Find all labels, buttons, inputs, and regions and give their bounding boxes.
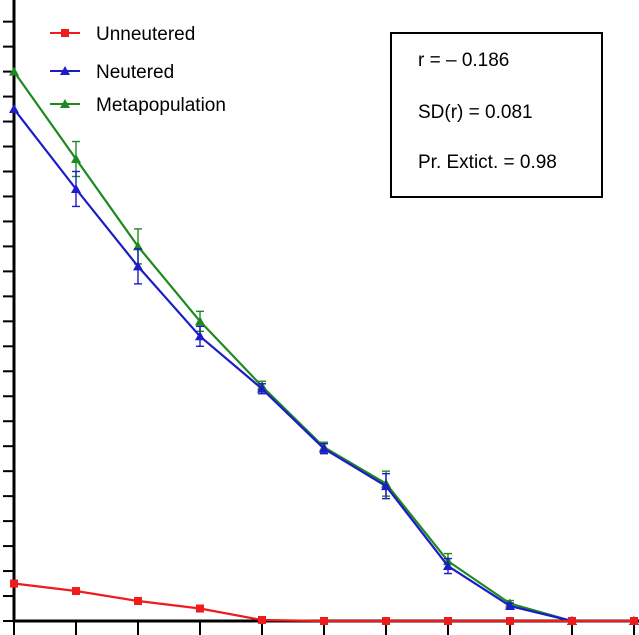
legend: Unneutered Neutered Metapopulation — [50, 24, 226, 116]
data-point — [10, 579, 18, 588]
data-point — [133, 241, 143, 251]
data-point — [506, 617, 514, 625]
data-point — [195, 316, 205, 326]
data-point — [505, 601, 515, 611]
data-point — [195, 331, 205, 341]
data-point — [257, 383, 267, 393]
legend-marker-unneutered — [61, 29, 69, 37]
stat-sd-r: SD(r) = 0.081 — [418, 102, 533, 123]
data-point — [443, 561, 453, 571]
stat-r: r = – 0.186 — [418, 50, 509, 71]
data-point — [320, 617, 328, 625]
data-point — [9, 66, 19, 76]
data-point — [134, 597, 142, 606]
legend-label-metapopulation: Metapopulation — [96, 95, 226, 116]
legend-marker-neutered — [60, 66, 70, 75]
data-point — [196, 604, 204, 613]
series-unneutered — [10, 579, 638, 625]
data-point — [444, 617, 452, 625]
data-point — [568, 617, 576, 625]
data-point — [630, 617, 638, 625]
stats-box: r = – 0.186 SD(r) = 0.081 Pr. Extict. = … — [390, 32, 603, 198]
stat-pr-extinct: Pr. Extict. = 0.98 — [418, 152, 557, 173]
data-point — [71, 154, 81, 164]
legend-label-unneutered: Unneutered — [96, 24, 195, 45]
series-layer — [9, 66, 639, 625]
data-point — [319, 443, 329, 453]
series-line-unneutered — [13, 582, 634, 623]
data-point — [381, 481, 391, 491]
data-point — [72, 587, 80, 596]
data-point — [133, 261, 143, 271]
data-point — [9, 104, 19, 114]
legend-label-neutered: Neutered — [96, 62, 174, 83]
legend-marker-metapopulation — [60, 99, 70, 108]
data-point — [258, 616, 266, 625]
stats-box-frame — [390, 32, 603, 198]
data-point — [71, 183, 81, 193]
data-point — [382, 617, 390, 625]
